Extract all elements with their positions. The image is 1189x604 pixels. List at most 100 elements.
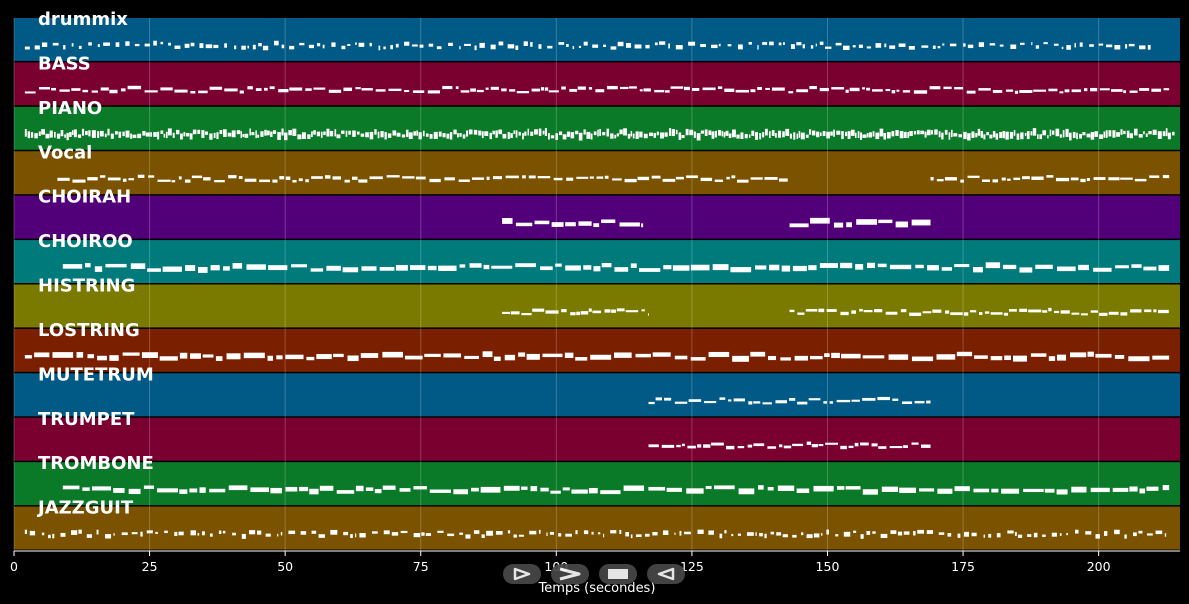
note	[808, 265, 817, 271]
note	[683, 86, 690, 91]
note	[209, 133, 213, 140]
note	[459, 46, 461, 50]
note	[518, 131, 521, 136]
note	[1106, 44, 1113, 48]
note	[387, 133, 392, 138]
note	[757, 86, 762, 90]
note	[218, 530, 222, 534]
note	[1002, 264, 1017, 270]
note	[1070, 177, 1079, 181]
note	[244, 133, 249, 138]
note	[675, 176, 684, 180]
note	[823, 401, 828, 404]
note	[210, 265, 220, 271]
note	[164, 530, 168, 534]
note	[1004, 355, 1011, 361]
note	[728, 133, 732, 138]
note	[1115, 265, 1129, 269]
note	[661, 444, 675, 448]
note	[399, 488, 411, 492]
note	[818, 308, 825, 313]
note	[486, 530, 493, 536]
note	[262, 45, 269, 51]
note	[436, 46, 442, 50]
note	[866, 133, 869, 138]
note	[1066, 532, 1068, 536]
note	[1001, 488, 1020, 494]
note	[330, 529, 338, 535]
play-button[interactable]	[503, 564, 541, 584]
note	[1093, 267, 1112, 272]
note	[285, 354, 304, 360]
rewind-icon	[657, 567, 675, 581]
note	[800, 132, 805, 140]
note	[81, 128, 85, 136]
note	[470, 88, 476, 92]
note	[546, 532, 548, 537]
note	[140, 531, 143, 537]
note	[1022, 176, 1030, 180]
note	[538, 44, 542, 49]
rewind-button[interactable]	[647, 564, 685, 584]
note	[604, 175, 609, 179]
note	[911, 356, 934, 362]
note	[226, 353, 241, 360]
note	[1033, 89, 1047, 92]
note	[342, 267, 359, 273]
note	[731, 533, 734, 537]
fast-forward-button[interactable]	[551, 564, 589, 584]
note	[627, 133, 631, 139]
note	[1172, 131, 1175, 136]
note	[748, 401, 753, 405]
note	[718, 43, 721, 47]
note	[34, 352, 50, 358]
note	[576, 176, 589, 179]
note	[507, 44, 515, 49]
note	[1010, 44, 1017, 49]
note	[565, 222, 576, 227]
note	[114, 131, 118, 135]
note	[375, 89, 386, 92]
note	[515, 263, 537, 268]
note	[239, 90, 244, 94]
note	[911, 442, 919, 445]
note	[78, 45, 82, 49]
note	[309, 488, 319, 495]
note	[232, 263, 243, 269]
note	[1056, 354, 1067, 361]
note	[241, 45, 246, 50]
note	[700, 177, 713, 182]
note	[1128, 356, 1150, 362]
note	[975, 133, 978, 138]
note	[390, 45, 393, 50]
note	[141, 352, 158, 359]
note	[201, 130, 205, 138]
note	[365, 132, 369, 138]
note	[437, 530, 444, 533]
note	[352, 176, 358, 180]
note	[811, 444, 818, 448]
note	[336, 490, 355, 494]
note	[737, 533, 742, 536]
note	[909, 131, 913, 137]
note	[1099, 88, 1110, 91]
note	[214, 180, 225, 183]
note	[308, 44, 314, 49]
note	[899, 130, 904, 139]
note	[234, 45, 237, 50]
note	[967, 44, 974, 49]
note	[134, 43, 140, 47]
note	[121, 532, 128, 536]
stop-button[interactable]	[599, 564, 637, 584]
note	[949, 43, 957, 47]
note	[1158, 265, 1170, 271]
note	[999, 44, 1004, 47]
note	[762, 402, 772, 405]
note	[1164, 533, 1167, 537]
note	[179, 352, 188, 359]
note	[820, 132, 822, 137]
note	[783, 445, 792, 449]
track-label: PIANO	[38, 98, 102, 119]
note	[502, 311, 510, 314]
note	[550, 490, 561, 494]
